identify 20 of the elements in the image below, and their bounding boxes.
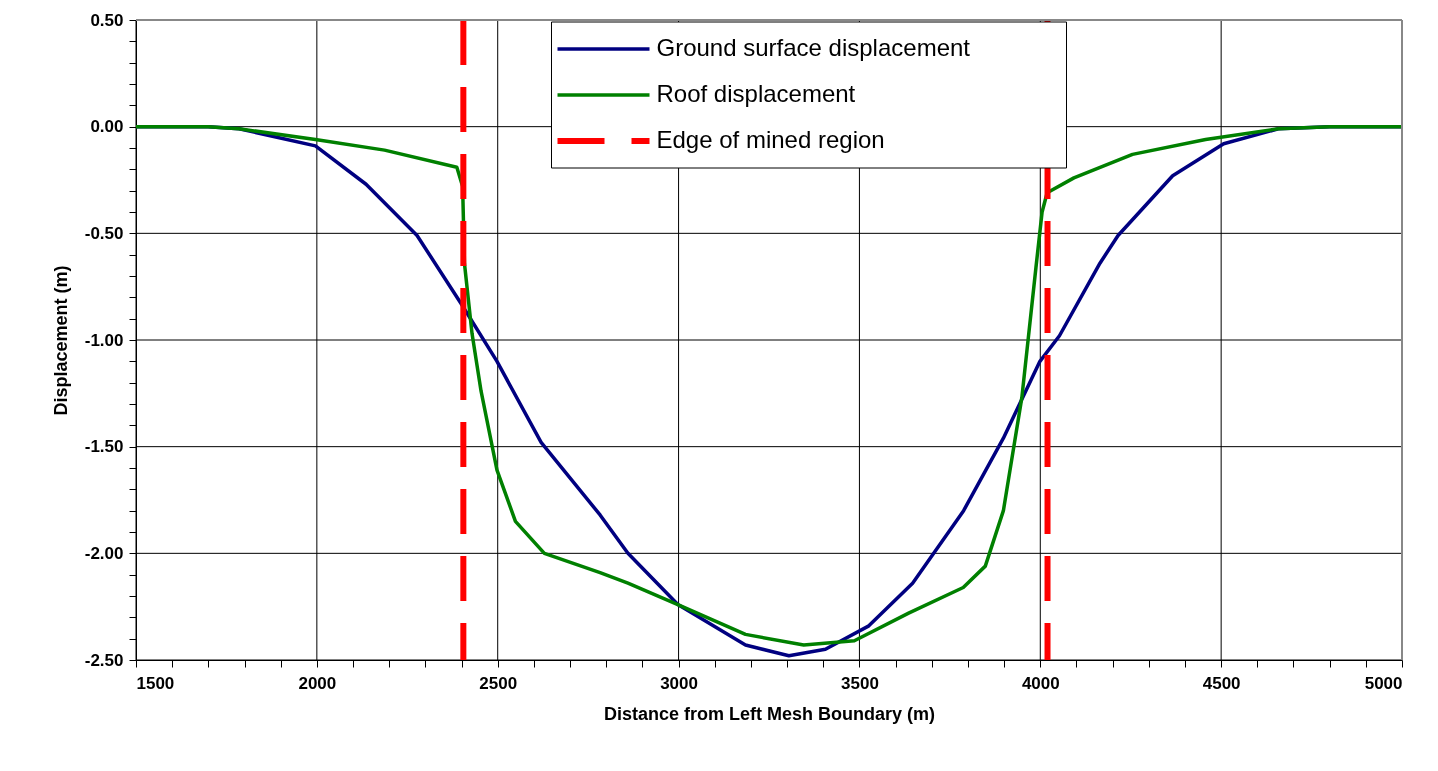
y-tick-label: -0.50 [84,223,124,243]
y-tick-label: 0.00 [90,117,124,137]
x-tick-label: 1500 [136,673,175,693]
y-tick-label: -2.00 [84,543,124,563]
x-axis-title: Distance from Left Mesh Boundary (m) [603,703,936,724]
x-tick-label: 2000 [298,673,337,693]
x-tick-label: 3000 [660,673,698,693]
legend-label: Edge of mined region [656,126,885,153]
legend-label: Roof displacement [656,80,856,107]
x-tick-label: 3500 [841,673,879,693]
x-tick-label: 5000 [1364,673,1403,693]
x-tick-label: 4500 [1202,673,1241,693]
legend-label: Ground surface displacement [656,34,971,61]
x-tick-label: 2500 [479,673,518,693]
x-tick-label: 4000 [1021,673,1060,693]
y-tick-label: 0.50 [90,10,124,30]
y-tick-label: -1.00 [84,330,124,350]
y-tick-label: -2.50 [84,650,124,670]
y-axis-title: Displacement (m) [50,265,71,416]
y-tick-label: -1.50 [84,437,124,457]
